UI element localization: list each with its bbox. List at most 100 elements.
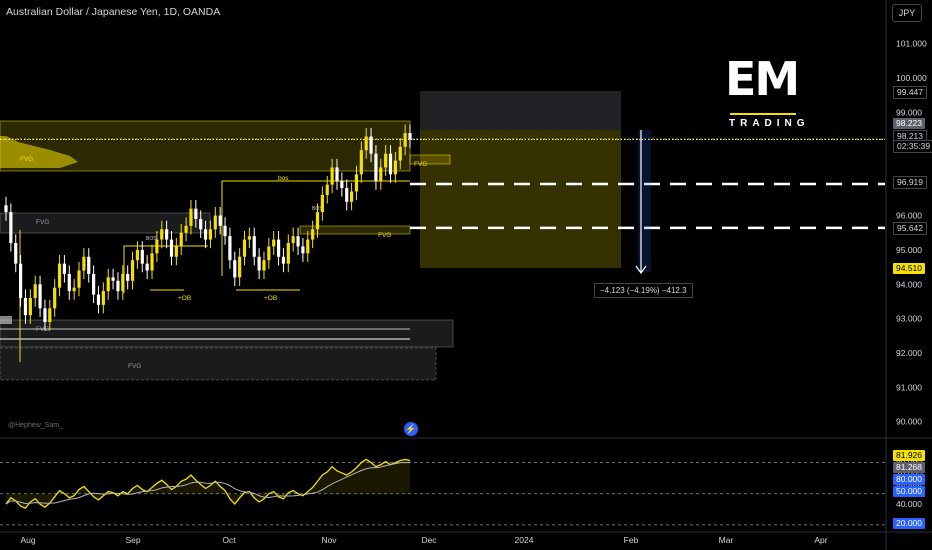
candle-body [233, 260, 237, 278]
replay-icon[interactable]: ⚡ [404, 422, 418, 436]
candle-body [121, 273, 125, 292]
candle-body [140, 249, 144, 264]
price-tick-label: 90.000 [896, 417, 922, 427]
candle-body [247, 236, 251, 240]
time-tick-label: Mar [719, 535, 734, 545]
candle-body [354, 174, 359, 192]
candle-body [111, 277, 115, 281]
volume-profile-low [0, 316, 12, 324]
candle-body [135, 249, 140, 261]
price-label: 02:35:39 [893, 140, 932, 153]
candle-body [101, 291, 105, 305]
time-tick-label: Oct [222, 535, 236, 545]
candle-body [14, 243, 18, 264]
currency-button[interactable]: JPY [892, 4, 922, 22]
measure-range [638, 130, 651, 272]
candle-body [9, 212, 13, 244]
candle-body [126, 273, 130, 281]
candle-body [238, 256, 242, 278]
candle-body [242, 239, 247, 257]
candle-body [325, 184, 329, 195]
price-label: 20.000 [893, 518, 925, 529]
fvg-zone [0, 347, 437, 381]
price-tick-label: 96.000 [896, 211, 922, 221]
candle-body [257, 256, 261, 271]
candle-body [53, 287, 57, 309]
candle-body [160, 229, 164, 240]
fvg-label: FVG [36, 219, 49, 226]
candle-body [315, 212, 320, 230]
candle-body [150, 253, 154, 271]
price-label: 80.000 [893, 474, 925, 485]
candle-body [267, 246, 271, 261]
symbol-title: Australian Dollar / Japanese Yen, 1D, OA… [6, 6, 221, 18]
candle-body [384, 153, 388, 168]
candle-body [4, 205, 8, 213]
fvg-label: FVG [414, 161, 427, 168]
candle-body [174, 246, 178, 257]
candle-body [301, 246, 305, 254]
candle-body [155, 239, 159, 254]
price-label: 99.447 [893, 86, 927, 99]
candle-body [306, 239, 310, 254]
candle-body [87, 256, 91, 274]
candle-body [369, 136, 373, 154]
candle-body [194, 208, 198, 219]
candle-body [320, 194, 324, 213]
candle-body [379, 167, 383, 182]
candle-body [48, 308, 52, 323]
measure-tooltip: −4.123 (−4.19%) −412.3 [594, 283, 693, 298]
price-label: 81.926 [893, 450, 925, 461]
candle-body [223, 225, 227, 237]
candle-body [296, 236, 300, 247]
price-tick-label: 100.000 [896, 73, 927, 83]
fvg-zone [409, 154, 451, 165]
candle-body [291, 236, 295, 244]
candle-body [359, 150, 363, 175]
price-label: 98.223 [893, 118, 925, 129]
candle-body [286, 243, 290, 264]
candle-body [169, 239, 174, 257]
candle-body [43, 308, 47, 323]
candle-body [179, 232, 183, 247]
rsi-line [5, 458, 411, 510]
candle-body [96, 294, 101, 305]
structure-label: BOS [146, 236, 157, 242]
candle-body [388, 153, 393, 175]
candle-body [67, 273, 71, 292]
time-tick-label: Feb [624, 535, 639, 545]
candle-body [335, 167, 339, 182]
candle-body [165, 229, 169, 240]
bos-line [221, 180, 410, 276]
candle-body [340, 181, 344, 189]
price-label: 98.213 [893, 130, 927, 143]
fvg-zone [299, 225, 411, 235]
candle-body [374, 153, 378, 182]
time-tick-label: Apr [814, 535, 827, 545]
fvg-label: FVG [128, 363, 141, 370]
structure-label: +OB [264, 295, 277, 302]
candle-body [130, 260, 135, 281]
candle-body [364, 136, 368, 151]
logo-subtitle: TRADING [729, 118, 810, 129]
author-watermark: @Hephew_Sam_ [8, 422, 63, 429]
candle-body [82, 256, 86, 271]
time-tick-label: Nov [321, 535, 337, 545]
price-label: 95.642 [893, 222, 927, 235]
candle-body [349, 191, 354, 202]
candle-body [262, 260, 266, 271]
logo-underline [730, 113, 796, 115]
candle-body [345, 188, 349, 202]
candle-body [213, 215, 217, 230]
fvg-zone [0, 212, 211, 234]
candle-body [203, 229, 208, 240]
candle-body [398, 146, 402, 161]
rsi-fill [6, 459, 410, 509]
price-tick-label: 94.000 [896, 279, 922, 289]
time-tick-label: Sep [125, 535, 140, 545]
rsi-tick-label: 40.000 [896, 499, 922, 509]
structure-label: bos [278, 175, 289, 182]
candle-body [145, 263, 149, 271]
rsi-ma-line [5, 461, 411, 505]
